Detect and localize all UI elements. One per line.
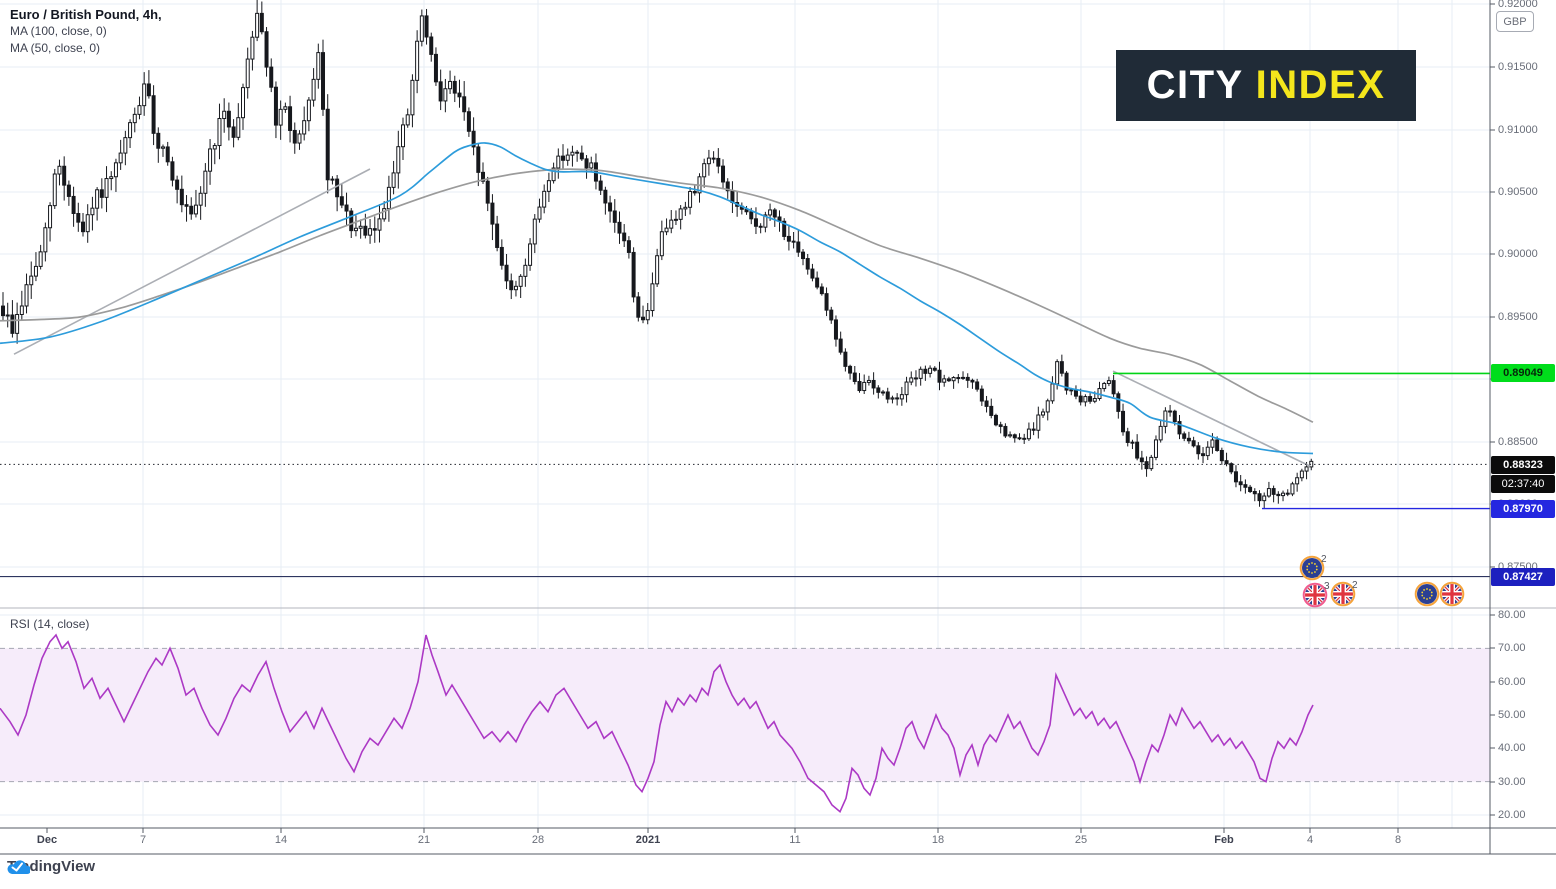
panel-borders [0,0,1556,855]
price-label-blue: 0.87970 [1491,500,1555,518]
symbol-title: Euro / British Pound, 4h, [10,7,162,22]
price-label-navy: 0.87427 [1491,568,1555,586]
trendline-1[interactable] [13,168,371,355]
price-label-green: 0.89049 [1491,364,1555,382]
event-count-badge: 3 [1324,581,1330,592]
rsi-line[interactable] [0,633,1314,813]
rsi-band [0,647,1490,783]
uk-flag-icon[interactable]: 2 [1330,580,1358,607]
city-index-logo: CITY INDEX [1116,50,1416,121]
uk-flag-icon[interactable]: 3 [1302,581,1330,608]
event-count-badge: 2 [1352,580,1358,591]
uk-flag-icon[interactable] [1439,581,1465,607]
ma100-line[interactable] [0,168,1314,423]
symbol-legend: Euro / British Pound, 4h, MA (100, close… [10,6,162,57]
tradingview-logo[interactable]: TradingView [7,858,95,875]
candlesticks[interactable] [1,0,1314,509]
trendline-2[interactable] [1112,370,1311,467]
eu-flag-icon[interactable]: 2 [1299,554,1327,581]
ma100-legend: MA (100, close, 0) [10,24,107,38]
ma50-line[interactable] [0,142,1314,455]
ma50-legend: MA (50, close, 0) [10,41,101,55]
economic-event-markers[interactable]: 2 3 2 [1299,554,1465,608]
tradingview-cloud-icon [7,860,30,875]
rsi-legend: RSI (14, close) [10,617,90,631]
event-count-badge: 2 [1321,554,1327,565]
city-index-logo-index: INDEX [1255,63,1386,107]
eu-flag-icon[interactable] [1414,581,1440,607]
currency-badge[interactable]: GBP [1496,11,1534,32]
price-label-last: 0.88323 [1491,456,1555,474]
city-index-logo-city: CITY [1146,63,1256,107]
candle-countdown-label: 02:37:40 [1491,475,1555,493]
